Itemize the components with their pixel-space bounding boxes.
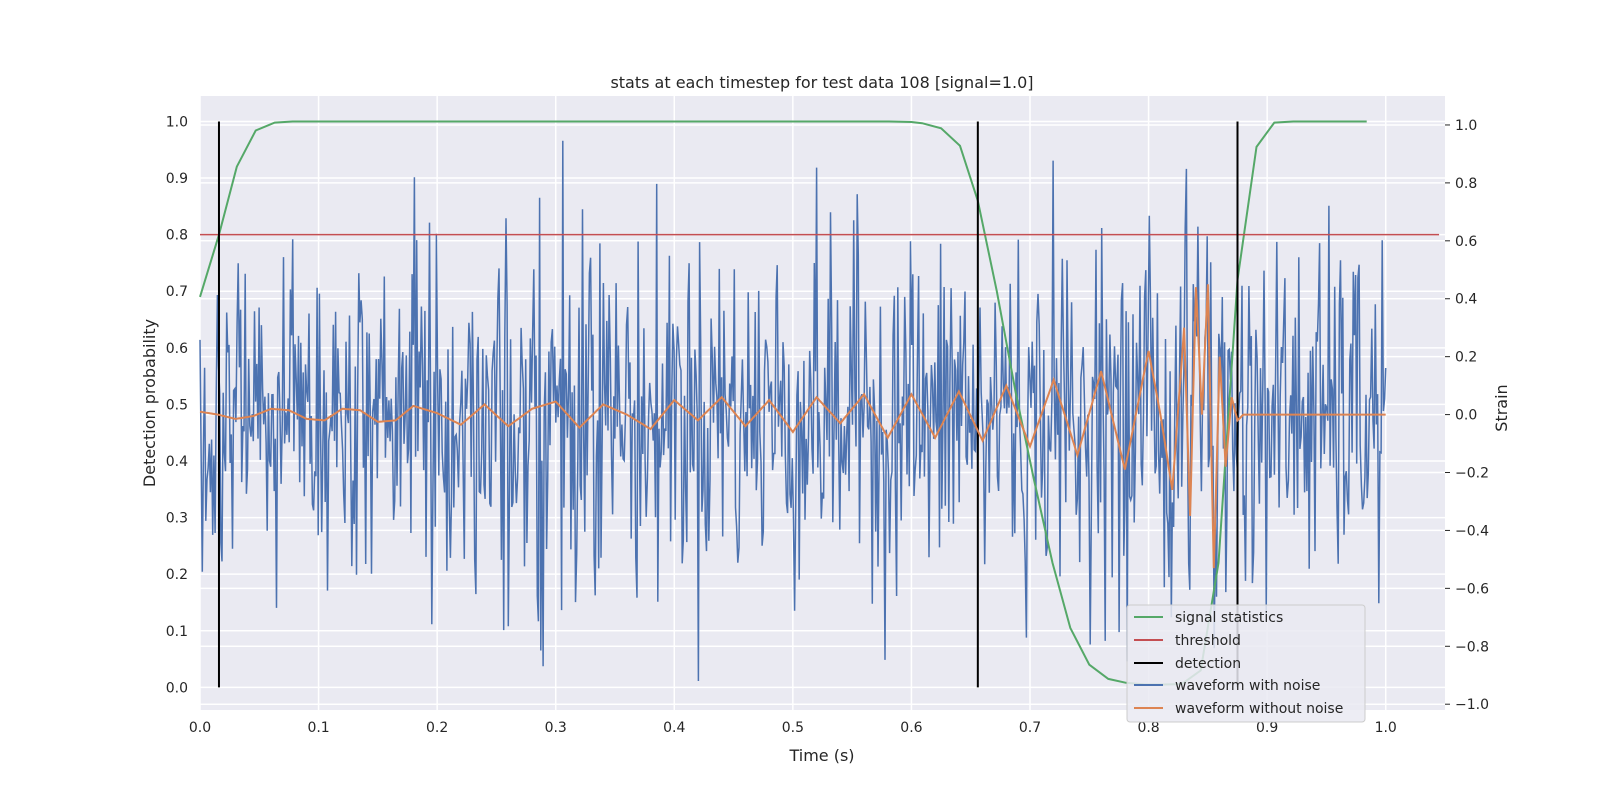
y2-tick-label-9: 0.8 (1455, 176, 1477, 192)
legend-label-detection: detection (1175, 656, 1241, 672)
series-detection (217, 121, 1239, 688)
y2-tick-label-6: 0.2 (1455, 350, 1477, 366)
y2-axis-ticks: −1.0 −0.8 −0.6 −0.4 −0.2 0.0 0.2 0.4 0.6 0.8 1.0 (1445, 118, 1489, 713)
y2-tick-label-4: −0.2 (1455, 466, 1489, 482)
y-tick-label-9: 0.9 (166, 171, 188, 187)
x-tick-label-2: 0.2 (426, 720, 448, 736)
y2-tick-label-0: −1.0 (1455, 697, 1489, 713)
y2-tick-label-5: 0.0 (1455, 408, 1477, 424)
x-tick-label-3: 0.3 (545, 720, 567, 736)
series-signal-statistics (199, 120, 1367, 686)
legend-label-waveform-with-noise: waveform with noise (1175, 678, 1320, 694)
x-tick-label-5: 0.5 (782, 720, 804, 736)
y2-tick-label-7: 0.4 (1455, 292, 1477, 308)
x-tick-label-0: 0.0 (189, 720, 211, 736)
x-tick-label-8: 0.8 (1137, 720, 1159, 736)
line-waveform-with-noise (199, 140, 1387, 682)
legend-label-waveform-without-noise: waveform without noise (1175, 701, 1343, 717)
x-tick-label-6: 0.6 (900, 720, 922, 736)
y-tick-label-3: 0.3 (166, 511, 188, 527)
x-tick-label-9: 0.9 (1256, 720, 1278, 736)
legend-box (1126, 604, 1366, 723)
y-tick-label-4: 0.4 (166, 454, 188, 470)
y-tick-label-5: 0.5 (166, 397, 188, 413)
y-axis-label: Detection probability (140, 319, 159, 487)
y-tick-label-7: 0.7 (166, 284, 188, 300)
y2-tick-label-3: −0.4 (1455, 523, 1489, 539)
y2-tick-label-10: 1.0 (1455, 118, 1477, 134)
y-tick-label-2: 0.2 (166, 567, 188, 583)
y-tick-label-1: 0.1 (166, 624, 188, 640)
x-tick-label-1: 0.1 (307, 720, 329, 736)
y2-tick-label-1: −0.8 (1455, 639, 1489, 655)
legend-label-signal-statistics: signal statistics (1175, 610, 1283, 626)
y-tick-label-6: 0.6 (166, 341, 188, 357)
x-axis-ticks: 0.0 0.1 0.2 0.3 0.4 0.5 0.6 0.7 0.8 0.9 1.0 (189, 720, 1397, 736)
y-axis-ticks: 0.0 0.1 0.2 0.3 0.4 0.5 0.6 0.7 0.8 0.9 1.0 (166, 114, 188, 696)
y-tick-label-8: 0.8 (166, 228, 188, 244)
chart-title: stats at each timestep for test data 108… (610, 73, 1033, 92)
legend: signal statistics threshold detection wa… (1126, 604, 1366, 723)
y-tick-label-10: 1.0 (166, 114, 188, 130)
y2-tick-label-8: 0.6 (1455, 234, 1477, 250)
line-waveform-without-noise (199, 284, 1386, 569)
x-tick-label-10: 1.0 (1375, 720, 1397, 736)
series-waveform-with-noise (199, 140, 1387, 682)
y2-tick-label-2: −0.6 (1455, 581, 1489, 597)
y2-axis-label: Strain (1492, 384, 1511, 431)
x-tick-label-4: 0.4 (663, 720, 685, 736)
y-tick-label-0: 0.0 (166, 680, 188, 696)
series-waveform-without-noise (199, 284, 1386, 569)
line-signal-statistics (199, 120, 1367, 686)
x-tick-label-7: 0.7 (1019, 720, 1041, 736)
legend-label-threshold: threshold (1175, 633, 1241, 649)
x-axis-label: Time (s) (788, 746, 854, 765)
